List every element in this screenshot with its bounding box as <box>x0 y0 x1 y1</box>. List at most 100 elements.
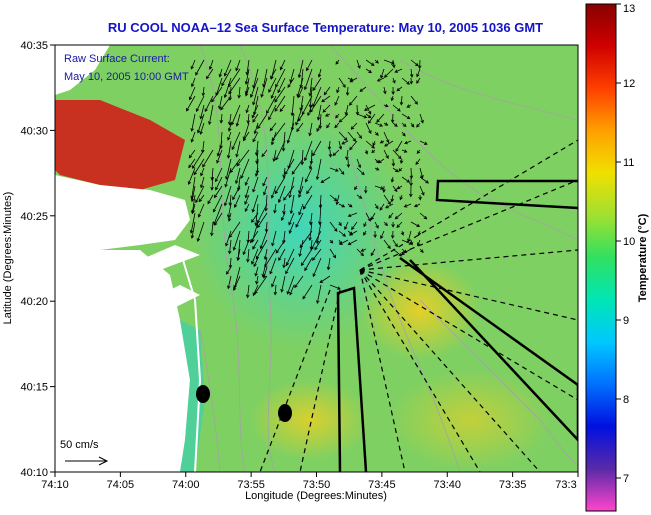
current-vector <box>190 131 196 143</box>
current-vector <box>368 113 376 124</box>
current-vector <box>383 239 391 250</box>
current-vector <box>252 239 259 250</box>
current-vector <box>391 59 396 69</box>
current-vector <box>356 59 361 70</box>
current-vector <box>314 239 322 251</box>
map-plot-area <box>55 45 578 472</box>
current-vector <box>356 194 363 199</box>
y-tick-label: 40:10 <box>20 467 48 479</box>
current-vector <box>328 149 333 158</box>
current-vector <box>193 158 205 176</box>
current-vector <box>207 194 214 205</box>
station-marker-2 <box>278 404 292 422</box>
current-vector <box>388 212 394 219</box>
current-vector <box>303 68 313 91</box>
current-vector <box>401 176 411 183</box>
colorbar-tick-label: 9 <box>623 315 629 327</box>
current-vector <box>392 149 402 160</box>
current-vector <box>418 194 422 201</box>
current-vector <box>195 95 205 113</box>
current-vector <box>191 203 196 214</box>
current-vector <box>372 140 376 147</box>
current-vector <box>198 194 205 203</box>
current-vector <box>215 176 223 191</box>
current-vector <box>284 158 295 176</box>
current-vector <box>280 212 286 221</box>
chart-title: RU COOL NOAA–12 Sea Surface Temperature:… <box>107 20 544 35</box>
current-vector <box>374 221 379 229</box>
shoreline <box>179 249 202 472</box>
current-vector <box>376 77 385 82</box>
current-vector <box>322 104 331 113</box>
current-vector <box>348 95 358 106</box>
current-vector <box>316 284 322 305</box>
current-vector <box>409 176 413 187</box>
current-vector <box>319 275 331 283</box>
current-vector <box>383 68 394 78</box>
x-axis-ticks: 74:10 74:05 74:00 73:55 73:50 73:45 73:40 73:35… <box>41 472 579 491</box>
current-vector <box>210 221 214 237</box>
current-vector <box>399 158 404 165</box>
current-vector <box>308 221 313 242</box>
current-vector <box>406 104 412 108</box>
current-vector <box>230 104 241 126</box>
current-vector <box>235 113 241 127</box>
current-vector <box>188 158 196 169</box>
current-vector <box>413 203 421 208</box>
current-vector <box>356 167 365 176</box>
current-vector <box>396 221 403 228</box>
current-vector <box>251 104 259 119</box>
current-vector <box>403 203 412 208</box>
current-vector <box>252 176 259 193</box>
current-vector <box>363 221 367 228</box>
x-tick-label: 73:45 <box>368 479 396 491</box>
current-vector <box>281 131 286 152</box>
current-vector <box>277 185 286 204</box>
current-vector <box>263 248 268 261</box>
station-marker-1 <box>196 385 210 403</box>
x-axis-label: Longitude (Degrees:Minutes) <box>245 490 387 502</box>
current-vector <box>394 68 403 73</box>
current-vector <box>219 113 224 124</box>
current-vector <box>263 185 268 196</box>
current-vector <box>231 131 241 151</box>
current-vector <box>245 86 250 97</box>
current-vector <box>242 131 250 142</box>
current-vector <box>318 194 323 209</box>
current-vector <box>302 194 313 210</box>
surface-current-vectors <box>186 59 429 305</box>
current-vector <box>195 185 205 204</box>
current-vector <box>262 266 268 279</box>
current-vector <box>374 185 384 190</box>
current-vector <box>189 212 196 234</box>
current-vector <box>356 113 368 119</box>
current-vector <box>379 140 385 144</box>
current-vector <box>308 158 313 170</box>
current-vector <box>227 275 232 290</box>
current-vector <box>312 140 322 157</box>
current-vector <box>272 149 277 163</box>
current-vector <box>329 284 341 290</box>
current-vector <box>278 248 286 262</box>
current-vector <box>347 239 358 246</box>
current-vector <box>270 68 277 80</box>
current-vector <box>286 275 295 295</box>
current-vector <box>289 284 295 296</box>
current-vector <box>391 86 395 95</box>
current-vector <box>332 149 340 156</box>
current-vector <box>232 185 241 201</box>
current-vector <box>192 149 205 169</box>
current-vector <box>244 185 250 199</box>
current-vector <box>419 167 424 179</box>
current-vector <box>354 185 358 191</box>
current-vector <box>208 104 214 126</box>
current-vector <box>216 140 223 157</box>
current-vector <box>404 140 412 145</box>
current-vector <box>350 122 358 130</box>
current-vector <box>329 221 338 232</box>
colorbar-label: Temperature (°C) <box>637 213 649 302</box>
current-vector <box>370 248 376 257</box>
current-vector <box>271 122 286 142</box>
current-vector <box>268 77 277 93</box>
current-vector <box>317 68 322 78</box>
